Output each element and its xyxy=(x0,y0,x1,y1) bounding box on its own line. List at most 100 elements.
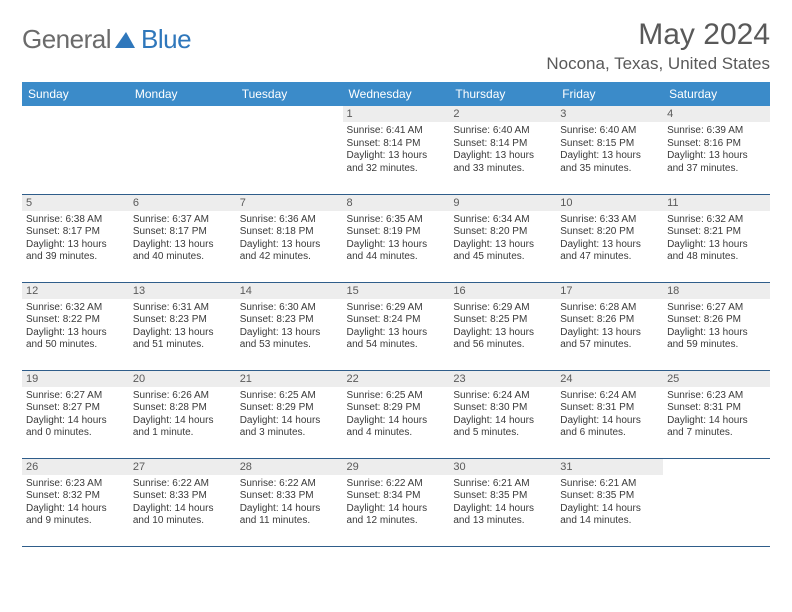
calendar-cell: 12Sunrise: 6:32 AMSunset: 8:22 PMDayligh… xyxy=(22,282,129,370)
calendar-cell: 3 Sunrise: 6:40 AMSunset: 8:15 PMDaylight… xyxy=(556,106,663,194)
weekday-header: Sunday xyxy=(22,82,129,106)
sunrise-text: Sunrise: 6:25 AM xyxy=(240,390,339,403)
sunset-text: Sunset: 8:29 PM xyxy=(240,402,339,415)
day-number: 3 xyxy=(556,106,663,122)
day-number: 26 xyxy=(22,459,129,475)
calendar-week-row: 19Sunrise: 6:27 AMSunset: 8:27 PMDayligh… xyxy=(22,370,770,458)
daylight-text: and 48 minutes. xyxy=(667,251,766,264)
sunset-text: Sunset: 8:23 PM xyxy=(240,314,339,327)
day-number: 13 xyxy=(129,283,236,299)
daylight-text: and 42 minutes. xyxy=(240,251,339,264)
sunrise-text: Sunrise: 6:40 AM xyxy=(560,125,659,138)
header: General Blue May 2024 Nocona, Texas, Uni… xyxy=(22,18,770,74)
calendar-cell: 14Sunrise: 6:30 AMSunset: 8:23 PMDayligh… xyxy=(236,282,343,370)
calendar-cell: 18Sunrise: 6:27 AMSunset: 8:26 PMDayligh… xyxy=(663,282,770,370)
sunrise-text: Sunrise: 6:35 AM xyxy=(347,214,446,227)
daylight-text: and 44 minutes. xyxy=(347,251,446,264)
day-number: 2 xyxy=(449,106,556,122)
calendar-cell: 15Sunrise: 6:29 AMSunset: 8:24 PMDayligh… xyxy=(343,282,450,370)
weekday-header: Wednesday xyxy=(343,82,450,106)
sunset-text: Sunset: 8:33 PM xyxy=(133,490,232,503)
daylight-text: and 56 minutes. xyxy=(453,339,552,352)
daylight-text: Daylight: 13 hours xyxy=(133,239,232,252)
calendar-cell: 29Sunrise: 6:22 AMSunset: 8:34 PMDayligh… xyxy=(343,458,450,546)
sunrise-text: Sunrise: 6:36 AM xyxy=(240,214,339,227)
daylight-text: Daylight: 13 hours xyxy=(667,239,766,252)
daylight-text: and 54 minutes. xyxy=(347,339,446,352)
sunrise-text: Sunrise: 6:34 AM xyxy=(453,214,552,227)
sunset-text: Sunset: 8:31 PM xyxy=(560,402,659,415)
day-number: 5 xyxy=(22,195,129,211)
sunrise-text: Sunrise: 6:39 AM xyxy=(667,125,766,138)
sunset-text: Sunset: 8:25 PM xyxy=(453,314,552,327)
sunrise-text: Sunrise: 6:22 AM xyxy=(347,478,446,491)
sunset-text: Sunset: 8:24 PM xyxy=(347,314,446,327)
daylight-text: Daylight: 14 hours xyxy=(133,503,232,516)
calendar-cell: 26Sunrise: 6:23 AMSunset: 8:32 PMDayligh… xyxy=(22,458,129,546)
sunset-text: Sunset: 8:28 PM xyxy=(133,402,232,415)
weekday-header-row: SundayMondayTuesdayWednesdayThursdayFrid… xyxy=(22,82,770,106)
daylight-text: Daylight: 13 hours xyxy=(667,327,766,340)
calendar-cell: 8Sunrise: 6:35 AMSunset: 8:19 PMDaylight… xyxy=(343,194,450,282)
daylight-text: Daylight: 14 hours xyxy=(347,503,446,516)
day-number: 27 xyxy=(129,459,236,475)
calendar-cell: 10Sunrise: 6:33 AMSunset: 8:20 PMDayligh… xyxy=(556,194,663,282)
logo-text-general: General xyxy=(22,24,111,55)
daylight-text: and 32 minutes. xyxy=(347,163,446,176)
day-number: 7 xyxy=(236,195,343,211)
sunrise-text: Sunrise: 6:25 AM xyxy=(347,390,446,403)
calendar-cell: 13Sunrise: 6:31 AMSunset: 8:23 PMDayligh… xyxy=(129,282,236,370)
daylight-text: Daylight: 13 hours xyxy=(347,150,446,163)
daylight-text: Daylight: 13 hours xyxy=(453,327,552,340)
sunrise-text: Sunrise: 6:33 AM xyxy=(560,214,659,227)
daylight-text: and 40 minutes. xyxy=(133,251,232,264)
sunrise-text: Sunrise: 6:40 AM xyxy=(453,125,552,138)
location: Nocona, Texas, United States xyxy=(546,54,770,74)
daylight-text: and 10 minutes. xyxy=(133,515,232,528)
calendar-cell: 25Sunrise: 6:23 AMSunset: 8:31 PMDayligh… xyxy=(663,370,770,458)
day-number: 12 xyxy=(22,283,129,299)
daylight-text: and 39 minutes. xyxy=(26,251,125,264)
sunset-text: Sunset: 8:30 PM xyxy=(453,402,552,415)
day-number: 29 xyxy=(343,459,450,475)
daylight-text: Daylight: 13 hours xyxy=(240,327,339,340)
calendar-cell: 21Sunrise: 6:25 AMSunset: 8:29 PMDayligh… xyxy=(236,370,343,458)
daylight-text: Daylight: 13 hours xyxy=(667,150,766,163)
calendar-cell: 19Sunrise: 6:27 AMSunset: 8:27 PMDayligh… xyxy=(22,370,129,458)
title-block: May 2024 Nocona, Texas, United States xyxy=(546,18,770,74)
day-number: 4 xyxy=(663,106,770,122)
sunset-text: Sunset: 8:16 PM xyxy=(667,138,766,151)
calendar-cell xyxy=(663,458,770,546)
sunrise-text: Sunrise: 6:32 AM xyxy=(667,214,766,227)
sunrise-text: Sunrise: 6:29 AM xyxy=(453,302,552,315)
sunrise-text: Sunrise: 6:28 AM xyxy=(560,302,659,315)
calendar-cell: 4 Sunrise: 6:39 AMSunset: 8:16 PMDaylight… xyxy=(663,106,770,194)
sunset-text: Sunset: 8:14 PM xyxy=(453,138,552,151)
sunrise-text: Sunrise: 6:27 AM xyxy=(26,390,125,403)
day-number: 22 xyxy=(343,371,450,387)
sunset-text: Sunset: 8:14 PM xyxy=(347,138,446,151)
daylight-text: Daylight: 13 hours xyxy=(453,150,552,163)
sunset-text: Sunset: 8:20 PM xyxy=(453,226,552,239)
sunset-text: Sunset: 8:21 PM xyxy=(667,226,766,239)
sunset-text: Sunset: 8:23 PM xyxy=(133,314,232,327)
weekday-header: Saturday xyxy=(663,82,770,106)
daylight-text: and 37 minutes. xyxy=(667,163,766,176)
calendar-cell: 16Sunrise: 6:29 AMSunset: 8:25 PMDayligh… xyxy=(449,282,556,370)
day-number: 18 xyxy=(663,283,770,299)
sunset-text: Sunset: 8:22 PM xyxy=(26,314,125,327)
calendar-cell: 11Sunrise: 6:32 AMSunset: 8:21 PMDayligh… xyxy=(663,194,770,282)
sunrise-text: Sunrise: 6:23 AM xyxy=(26,478,125,491)
calendar-cell xyxy=(22,106,129,194)
calendar-week-row: 26Sunrise: 6:23 AMSunset: 8:32 PMDayligh… xyxy=(22,458,770,546)
daylight-text: and 3 minutes. xyxy=(240,427,339,440)
daylight-text: Daylight: 13 hours xyxy=(133,327,232,340)
daylight-text: Daylight: 13 hours xyxy=(560,150,659,163)
day-number: 21 xyxy=(236,371,343,387)
daylight-text: and 13 minutes. xyxy=(453,515,552,528)
sunset-text: Sunset: 8:15 PM xyxy=(560,138,659,151)
sunset-text: Sunset: 8:19 PM xyxy=(347,226,446,239)
calendar-cell xyxy=(236,106,343,194)
daylight-text: and 14 minutes. xyxy=(560,515,659,528)
calendar-cell: 28Sunrise: 6:22 AMSunset: 8:33 PMDayligh… xyxy=(236,458,343,546)
